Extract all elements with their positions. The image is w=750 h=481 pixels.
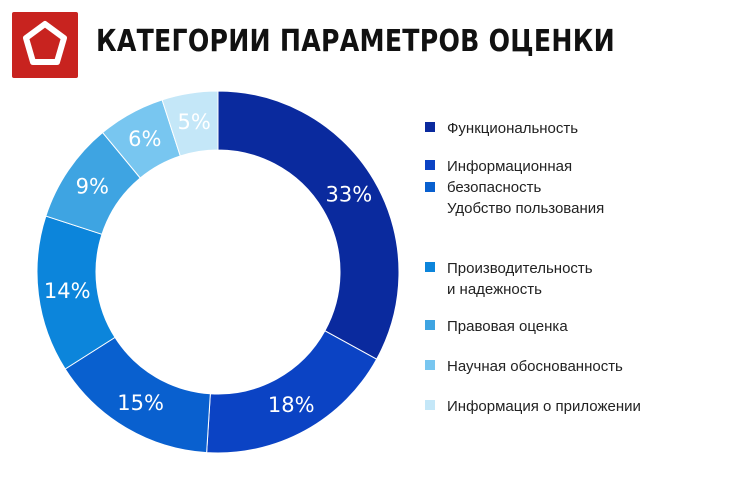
legend-label: Удобство пользования <box>447 200 605 217</box>
legend-label: Функциональность <box>447 120 579 137</box>
slice-percent-label: 15% <box>117 391 164 415</box>
legend-swatch <box>425 182 435 192</box>
legend-swatch <box>425 262 435 272</box>
slice-percent-label: 18% <box>268 393 315 417</box>
legend-label: Правовая оценка <box>447 318 568 335</box>
pentagon-logo-icon <box>12 12 78 78</box>
legend-swatch <box>425 320 435 330</box>
slice-percent-label: 5% <box>178 110 211 134</box>
legend-label: Информационная безопасность <box>447 158 573 196</box>
slice-percent-label: 6% <box>128 127 161 151</box>
slice-percent-label: 14% <box>44 279 91 303</box>
donut-slice <box>206 330 378 454</box>
legend-label: Информация о приложении <box>447 398 641 415</box>
legend-swatch <box>425 400 435 410</box>
legend-label: Научная обоснованность <box>447 358 623 375</box>
legend-swatch <box>425 160 435 170</box>
legend-swatch <box>425 122 435 132</box>
legend-label: Производительность и надежность <box>447 260 593 298</box>
slice-percent-label: 9% <box>76 175 109 199</box>
slice-percent-label: 33% <box>325 183 372 207</box>
donut-slice <box>217 90 400 360</box>
pentagon-logo-graphic <box>23 21 67 65</box>
legend-swatch <box>425 360 435 370</box>
page-title: КАТЕГОРИИ ПАРАМЕТРОВ ОЦЕНКИ <box>96 24 615 59</box>
donut-slice <box>161 90 219 157</box>
